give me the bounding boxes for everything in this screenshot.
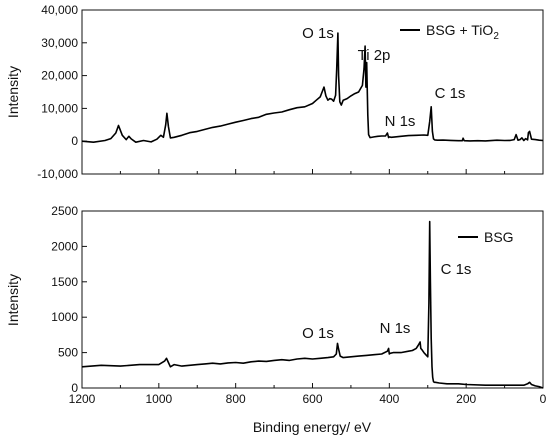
y-tick-label: -10,000 xyxy=(37,167,78,181)
y-tick-label: 500 xyxy=(58,346,78,360)
peak-label: C 1s xyxy=(441,261,472,278)
top-legend-label: BSG + TiO2 xyxy=(426,22,499,42)
y-tick-label: 1500 xyxy=(51,275,78,289)
bottom-y-axis-label: Intensity xyxy=(5,274,21,326)
peak-label: Ti 2p xyxy=(358,47,391,64)
x-tick-label: 1000 xyxy=(145,392,172,406)
y-tick-label: 2500 xyxy=(51,204,78,218)
x-tick-label: 600 xyxy=(302,392,322,406)
y-tick-label: 1000 xyxy=(51,310,78,324)
x-tick-label: 800 xyxy=(226,392,246,406)
peak-label: O 1s xyxy=(302,325,334,342)
x-tick-label: 1200 xyxy=(69,392,96,406)
top-legend-sub: 2 xyxy=(493,31,499,42)
bottom-legend-label: BSG xyxy=(484,229,514,245)
top-panel-bsg-tio2: -10,000 0 10,000 20,000 30,000 40,000 O 1s Ti … xyxy=(5,3,544,181)
peak-label: C 1s xyxy=(435,85,466,102)
peak-label: N 1s xyxy=(380,320,411,337)
top-x-axis-ticks xyxy=(81,169,544,174)
y-tick-label: 10,000 xyxy=(41,101,78,115)
y-tick-label: 30,000 xyxy=(41,36,78,50)
bottom-y-axis-ticks: 0 500 1000 1500 2000 2500 xyxy=(51,204,87,395)
y-tick-label: 0 xyxy=(71,134,78,148)
series-line-bsg-tio2 xyxy=(81,32,544,143)
x-axis-label: Binding energy/ eV xyxy=(253,419,372,435)
x-tick-label: 200 xyxy=(456,392,476,406)
top-y-axis-label: Intensity xyxy=(5,66,21,118)
peak-label: O 1s xyxy=(302,25,334,42)
y-tick-label: 40,000 xyxy=(41,3,78,17)
y-tick-label: 0 xyxy=(71,381,78,395)
x-tick-label: 0 xyxy=(540,392,547,406)
y-tick-label: 20,000 xyxy=(41,69,78,83)
bottom-x-axis-ticks: 1200 1000 800 600 400 200 0 xyxy=(69,383,547,406)
y-tick-label: 2000 xyxy=(51,239,78,253)
top-y-axis-ticks: -10,000 0 10,000 20,000 30,000 40,000 xyxy=(37,3,87,181)
bottom-peak-annotations: O 1s N 1s C 1s xyxy=(302,261,471,342)
top-legend-main: BSG + TiO xyxy=(426,22,493,38)
top-peak-annotations: O 1s Ti 2p N 1s C 1s xyxy=(302,25,465,130)
x-tick-label: 400 xyxy=(379,392,399,406)
peak-label: N 1s xyxy=(385,113,416,130)
bottom-legend: BSG xyxy=(458,229,514,245)
series-line-bsg xyxy=(81,220,544,389)
top-legend: BSG + TiO2 xyxy=(400,22,499,42)
